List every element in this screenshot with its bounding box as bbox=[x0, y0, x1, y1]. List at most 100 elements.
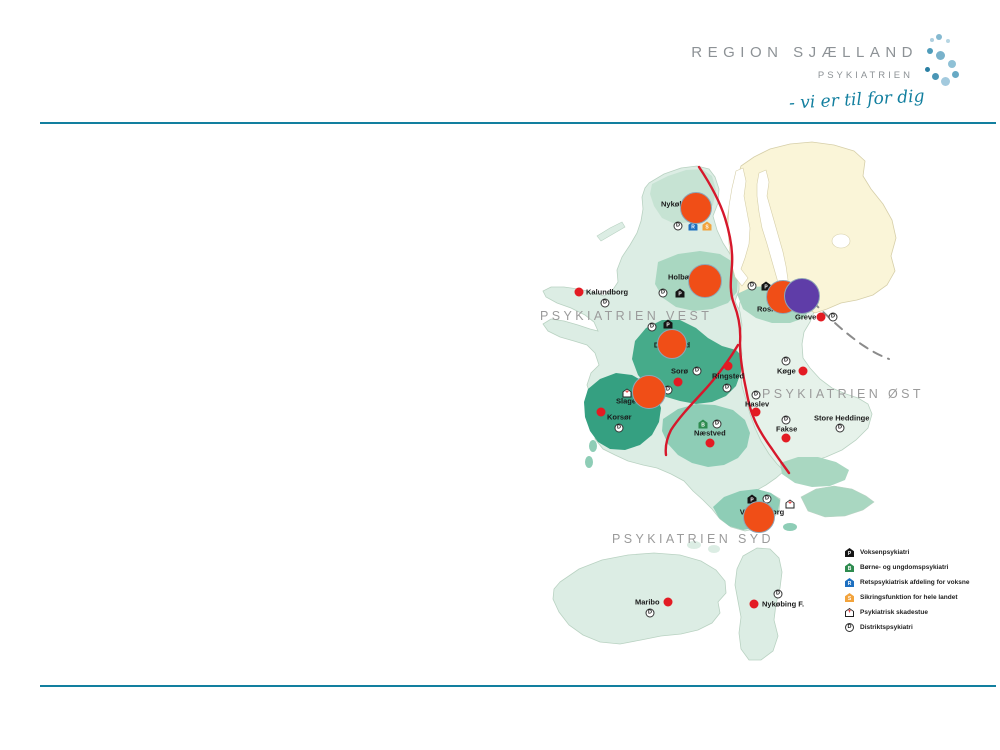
facility-circle-orange bbox=[743, 501, 775, 533]
district-psychiatry-icon: D bbox=[781, 356, 791, 366]
adult-psychiatry-house-icon: P bbox=[675, 288, 685, 298]
praestoe-patch bbox=[780, 457, 849, 487]
adult-psychiatry-house-icon: P bbox=[845, 548, 854, 557]
logo-dot bbox=[927, 48, 933, 54]
emergency-room-house-icon: + bbox=[845, 608, 854, 617]
legend-item-b: B Børne- og ungdomspsykiatri bbox=[845, 563, 969, 572]
falster-island bbox=[734, 547, 783, 661]
ferry-dashed-line bbox=[811, 300, 890, 360]
child-youth-psychiatry-house-icon: B bbox=[698, 419, 708, 429]
facility-circle-orange bbox=[680, 192, 712, 224]
district-psychiatry-icon: D bbox=[773, 589, 783, 599]
logo-dot bbox=[951, 70, 959, 78]
femoe-island bbox=[708, 545, 720, 553]
adult-psychiatry-house-icon: P bbox=[761, 281, 771, 291]
region-label-psykiatrien-syd: PSYKIATRIEN SYD bbox=[612, 532, 774, 546]
district-psychiatry-icon: D bbox=[712, 419, 722, 429]
city-label-fakse: Fakse bbox=[776, 424, 798, 434]
city-label-n-stved: Næstved bbox=[694, 428, 726, 438]
city-dot-kors-r bbox=[596, 407, 606, 417]
omoe-island bbox=[585, 456, 593, 468]
facility-circle-purple bbox=[784, 278, 820, 314]
city-dot-fakse bbox=[781, 433, 791, 443]
district-boundary-vest-syd bbox=[664, 343, 740, 457]
moen-island bbox=[800, 485, 875, 518]
district-psychiatry-icon: D bbox=[645, 608, 655, 618]
city-label-kalundborg: Kalundborg bbox=[586, 287, 629, 297]
legend-item-p: P Voksenpsykiatri bbox=[845, 548, 969, 557]
forensic-psychiatry-house-icon: R bbox=[845, 578, 854, 587]
city-dot-n-stved bbox=[705, 438, 715, 448]
district-psychiatry-icon: D bbox=[781, 415, 791, 425]
city-label-holb-k: Holbæk bbox=[668, 272, 696, 282]
district-psychiatry-icon: D bbox=[751, 390, 761, 400]
district-psychiatry-icon: D bbox=[658, 288, 668, 298]
city-label-store-heddinge: Store Heddinge bbox=[814, 413, 870, 423]
city-dot-greve bbox=[816, 312, 826, 322]
legend-label: Distriktspsykiatri bbox=[860, 624, 913, 631]
district-psychiatry-icon: D bbox=[835, 423, 845, 433]
security-unit-house-icon: S bbox=[702, 221, 712, 231]
district-psychiatry-icon: D bbox=[692, 366, 702, 376]
city-label-kors-r: Korsør bbox=[607, 412, 632, 422]
city-dot-ringsted bbox=[723, 361, 733, 371]
facility-circle-orange bbox=[632, 375, 666, 409]
logo-dot bbox=[946, 39, 950, 43]
isefjord-water bbox=[727, 167, 751, 287]
legend-item-cross: + Psykiatrisk skadestue bbox=[845, 608, 969, 617]
lolland-island bbox=[552, 552, 727, 645]
legend-label: Retspsykiatrisk afdeling for voksne bbox=[860, 579, 970, 586]
city-dot-sor bbox=[673, 377, 683, 387]
city-dot-maribo bbox=[663, 597, 673, 607]
city-label-haslev: Haslev bbox=[745, 399, 770, 409]
bottom-divider-line bbox=[40, 685, 996, 687]
district-psychiatry-icon: D bbox=[614, 423, 624, 433]
district-psychiatry-icon: D bbox=[722, 383, 732, 393]
region-label-psykiatrien-st: PSYKIATRIEN ØST bbox=[762, 387, 924, 401]
city-label-greve: Greve bbox=[795, 312, 817, 322]
legend-label: Sikringsfunktion for hele landet bbox=[860, 594, 958, 601]
legend-label: Børne- og ungdomspsykiatri bbox=[860, 564, 949, 571]
naestved-patch bbox=[662, 404, 750, 467]
emergency-room-house-icon: + bbox=[622, 388, 632, 398]
city-label-sor: Sorø bbox=[671, 366, 689, 376]
city-label-maribo: Maribo bbox=[635, 597, 660, 607]
legend-item-r: R Retspsykiatrisk afdeling for voksne bbox=[845, 578, 969, 587]
city-dot-nyk-bing-f bbox=[749, 599, 759, 609]
logo-dot bbox=[924, 66, 930, 72]
child-youth-psychiatry-house-icon: B bbox=[845, 563, 854, 572]
security-unit-house-icon: S bbox=[845, 593, 854, 602]
fejoe-island bbox=[687, 541, 701, 549]
city-label-ringsted: Ringsted bbox=[712, 371, 745, 381]
logo-dot bbox=[931, 72, 939, 80]
legend-label: Psykiatrisk skadestue bbox=[860, 609, 928, 616]
sejeroe-island bbox=[596, 221, 626, 242]
lake bbox=[831, 233, 851, 249]
logo-dot bbox=[935, 50, 945, 60]
legend: P Voksenpsykiatri B Børne- og ungdomspsykia… bbox=[845, 548, 969, 632]
city-label-nyk-bing-f: Nykøbing F. bbox=[762, 599, 805, 609]
adult-psychiatry-house-icon: P bbox=[663, 319, 673, 329]
legend-item-s: S Sikringsfunktion for hele landet bbox=[845, 593, 969, 602]
facility-circle-orange bbox=[657, 329, 687, 359]
legend-item-d: D Distriktspsykiatri bbox=[845, 623, 969, 632]
top-divider-line bbox=[40, 122, 996, 124]
district-psychiatry-icon: D bbox=[600, 298, 610, 308]
adult-psychiatry-house-icon: P bbox=[747, 494, 757, 504]
brand-region-name: REGION SJÆLLAND bbox=[691, 44, 918, 61]
city-label-k-ge: Køge bbox=[777, 366, 796, 376]
district-psychiatry-icon: D bbox=[747, 281, 757, 291]
agersoe-island bbox=[589, 440, 597, 452]
legend-label: Voksenpsykiatri bbox=[860, 549, 910, 556]
district-psychiatry-icon: D bbox=[845, 623, 854, 632]
city-dot-k-ge bbox=[798, 366, 808, 376]
brand-division-name: PSYKIATRIEN bbox=[817, 70, 913, 81]
region-label-psykiatrien-vest: PSYKIATRIEN VEST bbox=[540, 309, 713, 323]
district-psychiatry-icon: D bbox=[828, 312, 838, 322]
district-psychiatry-icon: D bbox=[647, 322, 657, 332]
city-dot-kalundborg bbox=[574, 287, 584, 297]
bogoe-island bbox=[783, 523, 797, 531]
forensic-psychiatry-house-icon: R bbox=[688, 221, 698, 231]
